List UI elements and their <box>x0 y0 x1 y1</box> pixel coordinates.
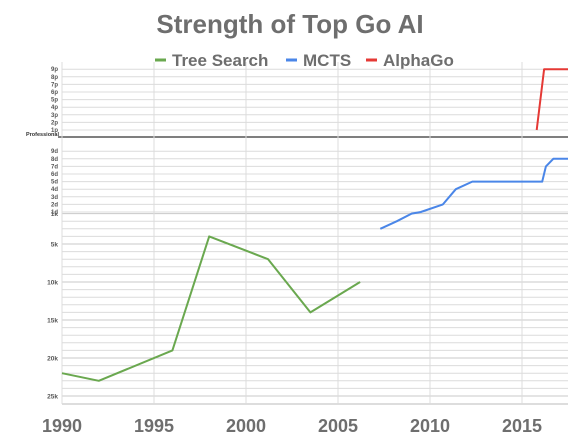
y-tick-label: 10k <box>47 280 58 287</box>
legend-label: MCTS <box>303 51 351 70</box>
y-tick-label: 5p <box>51 98 58 104</box>
chart-title: Strength of Top Go AI <box>156 9 423 39</box>
y-tick-label: 1k <box>51 211 59 218</box>
x-axis-ticks: 1990 1995 2000 2005 2010 2015 <box>42 416 542 436</box>
series-line <box>61 235 361 382</box>
y-tick-label: 3d <box>51 195 58 201</box>
series-line <box>379 157 568 230</box>
y-tick-label: 8d <box>51 157 58 163</box>
x-tick-label: 1995 <box>134 416 174 436</box>
x-tick-label: 1990 <box>42 416 82 436</box>
y-tick-label: 6p <box>51 90 58 96</box>
y-tick-label: 6d <box>51 172 58 178</box>
y-tick-label: 25k <box>47 394 58 401</box>
series-lines <box>61 68 568 382</box>
y-tick-label: 2d <box>51 202 58 208</box>
y-tick-label: 8p <box>51 75 58 81</box>
y-tick-label: 5d <box>51 180 58 186</box>
series-line <box>535 68 568 131</box>
y-tick-label: 1d <box>51 210 58 216</box>
x-tick-label: 2005 <box>318 416 358 436</box>
y-tick-label: 3p <box>51 113 58 119</box>
y-tick-label: 5k <box>51 242 59 249</box>
y-tick-label: 9p <box>51 67 58 73</box>
y-tick-label: 9d <box>51 149 58 155</box>
y-tick-label: 7d <box>51 164 58 170</box>
x-tick-label: 2000 <box>226 416 266 436</box>
y-tick-label: 15k <box>47 318 58 325</box>
y-tick-label: 4p <box>51 105 58 111</box>
y-tick-label: 4d <box>51 187 58 193</box>
legend-label: AlphaGo <box>383 51 454 70</box>
y-tick-label: 1p <box>51 128 58 134</box>
x-tick-label: 2010 <box>410 416 450 436</box>
professional-label: Professional <box>26 132 59 138</box>
y-tick-label: 20k <box>47 356 58 363</box>
legend: Tree Search MCTS AlphaGo <box>155 51 454 70</box>
x-tick-label: 2015 <box>502 416 542 436</box>
y-tick-label: 2p <box>51 120 58 126</box>
legend-label: Tree Search <box>172 51 268 70</box>
grid <box>58 62 568 405</box>
y-tick-label: 7p <box>51 82 58 88</box>
